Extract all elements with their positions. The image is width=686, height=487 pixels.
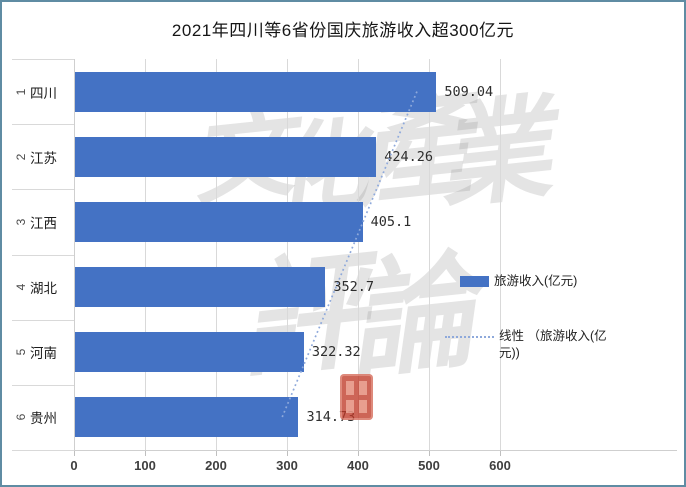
- x-axis-tick-0: [74, 450, 75, 456]
- bar-四川: [75, 71, 437, 112]
- rank-label: 6: [14, 414, 28, 421]
- category-label-row-3: 3 江西: [12, 212, 74, 232]
- category-separator: [12, 189, 74, 191]
- bar-江苏: [75, 136, 377, 177]
- value-label-四川: 509.04: [444, 83, 494, 100]
- seal-stamp-watermark: [340, 374, 373, 420]
- x-axis-label-400: 400: [347, 458, 369, 473]
- rank-label: 5: [14, 348, 28, 356]
- value-label-湖北: 352.7: [333, 279, 375, 296]
- bar-河南: [75, 332, 304, 373]
- bar-江西: [75, 201, 363, 242]
- category-separator: [12, 450, 74, 451]
- category-label-row-4: 4 湖北: [12, 277, 74, 297]
- bar-湖北: [75, 267, 326, 308]
- legend-series-label: 旅游收入(亿元): [494, 274, 578, 288]
- x-axis-label-100: 100: [134, 458, 156, 473]
- chart-title: 2021年四川等6省份国庆旅游收入超300亿元: [171, 21, 515, 40]
- x-axis-tick-400: [358, 450, 359, 456]
- value-label-江苏: 424.26: [384, 148, 433, 165]
- x-axis-label-300: 300: [276, 458, 298, 473]
- legend-bar-swatch: [460, 276, 489, 287]
- legend-trendline-swatch: [445, 336, 494, 338]
- category-label-row-2: 2 江苏: [12, 147, 74, 167]
- legend-item-trendline: 线性 （旅游收入(亿 元)): [445, 328, 607, 362]
- x-axis-tick-500: [429, 450, 430, 456]
- value-label-河南: 322.32: [311, 344, 361, 361]
- x-axis-tick-100: [145, 450, 146, 456]
- category-label: 河南: [30, 346, 57, 362]
- x-axis-tick-200: [216, 450, 217, 456]
- x-axis-label-500: 500: [418, 458, 440, 473]
- legend-item-series: 旅游收入(亿元): [460, 273, 577, 290]
- category-label: 湖北: [30, 281, 57, 297]
- rank-label: 3: [14, 218, 28, 226]
- rank-label: 4: [14, 283, 28, 291]
- gridline-x-300: [287, 59, 288, 450]
- x-axis-line: [12, 450, 677, 451]
- category-label-row-6: 6 贵州: [12, 407, 74, 427]
- rank-label: 2: [14, 153, 28, 161]
- category-label: 江苏: [30, 150, 57, 166]
- category-label: 四川: [30, 85, 57, 101]
- gridline-x-200: [216, 59, 217, 450]
- category-separator: [12, 254, 74, 256]
- value-label-江西: 405.1: [370, 213, 412, 230]
- category-label: 贵州: [30, 411, 57, 427]
- gridline-x-100: [145, 59, 146, 450]
- legend-trendline-label: 线性 （旅游收入(亿 元)): [499, 329, 607, 360]
- category-separator: [12, 319, 74, 321]
- category-separator: [12, 384, 74, 386]
- category-label-row-1: 1 四川: [12, 82, 74, 102]
- gridline-x-500: [429, 59, 430, 450]
- category-label: 江西: [30, 215, 57, 231]
- x-axis-label-200: 200: [205, 458, 227, 473]
- x-axis-tick-300: [287, 450, 288, 456]
- category-separator: [12, 59, 74, 60]
- x-axis-label-600: 600: [489, 458, 511, 473]
- rank-label: 1: [14, 88, 28, 95]
- bar-贵州: [75, 397, 299, 438]
- gridline-x-600: [500, 59, 501, 450]
- y-axis-line: [74, 59, 75, 450]
- x-axis-label-0: 0: [70, 458, 78, 473]
- x-axis-tick-600: [500, 450, 501, 456]
- category-separator: [12, 124, 74, 126]
- category-label-row-5: 5 河南: [12, 342, 74, 362]
